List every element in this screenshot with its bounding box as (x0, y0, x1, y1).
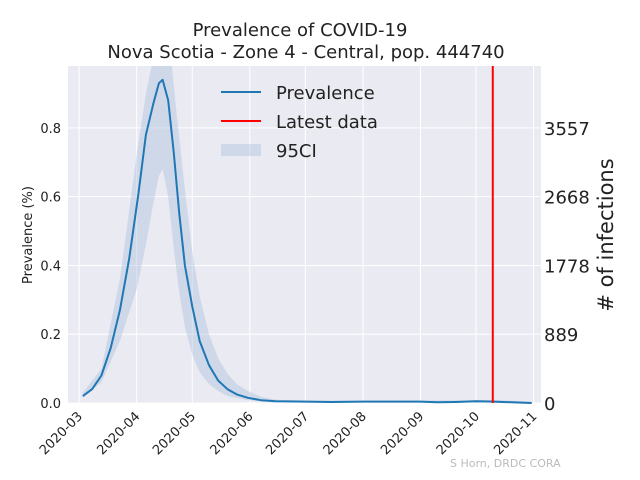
x-tick-label: 2020-09 (378, 409, 427, 458)
x-tick-label: 2020-10 (434, 409, 483, 458)
y-right-tick-label: 1778 (544, 256, 590, 277)
y-ticks: 0.0 0.2 0.4 0.6 0.8 (40, 122, 61, 412)
y-ticks-right: 0 889 1778 2668 3557 (544, 119, 590, 415)
x-tick-label: 2020-03 (37, 409, 86, 458)
x-ticks: 2020-03 2020-04 2020-05 2020-06 2020-07 2020-… (37, 409, 540, 458)
chart-subtitle: Nova Scotia - Zone 4 - Central, pop. 444… (107, 42, 504, 63)
x-tick-label: 2020-08 (321, 409, 370, 458)
plot-background (68, 66, 541, 403)
y-tick-label: 0.4 (40, 259, 61, 274)
legend-ci-swatch (221, 144, 261, 156)
x-tick-label: 2020-07 (263, 409, 312, 458)
prevalence-line (82, 78, 532, 404)
x-tick-label: 2020-06 (208, 409, 257, 458)
legend: Prevalence Latest data 95CI (221, 83, 378, 162)
y-tick-label: 0.2 (40, 328, 61, 343)
y-tick-label: 0.8 (40, 122, 61, 137)
x-tick-label: 2020-11 (491, 409, 540, 458)
x-tick-label: 2020-04 (94, 409, 143, 458)
chart-title: Prevalence of COVID-19 (193, 20, 408, 41)
y-tick-label: 0.0 (40, 397, 61, 412)
y-right-tick-label: 889 (544, 325, 578, 346)
legend-ci-label: 95CI (276, 141, 317, 162)
y-axis-label: Prevalence (%) (21, 186, 36, 284)
credit-text: S Horn, DRDC CORA (450, 457, 561, 470)
legend-latest-label: Latest data (276, 112, 378, 133)
y-right-tick-label: 0 (544, 394, 555, 415)
y-right-tick-label: 2668 (544, 188, 590, 209)
y-axis-right-label: # of infections (594, 158, 618, 311)
x-tick-label: 2020-05 (150, 409, 199, 458)
grid (68, 66, 541, 404)
legend-prevalence-label: Prevalence (276, 83, 375, 104)
line-layer (82, 78, 532, 404)
y-right-tick-label: 3557 (544, 119, 590, 140)
y-tick-label: 0.6 (40, 191, 61, 206)
